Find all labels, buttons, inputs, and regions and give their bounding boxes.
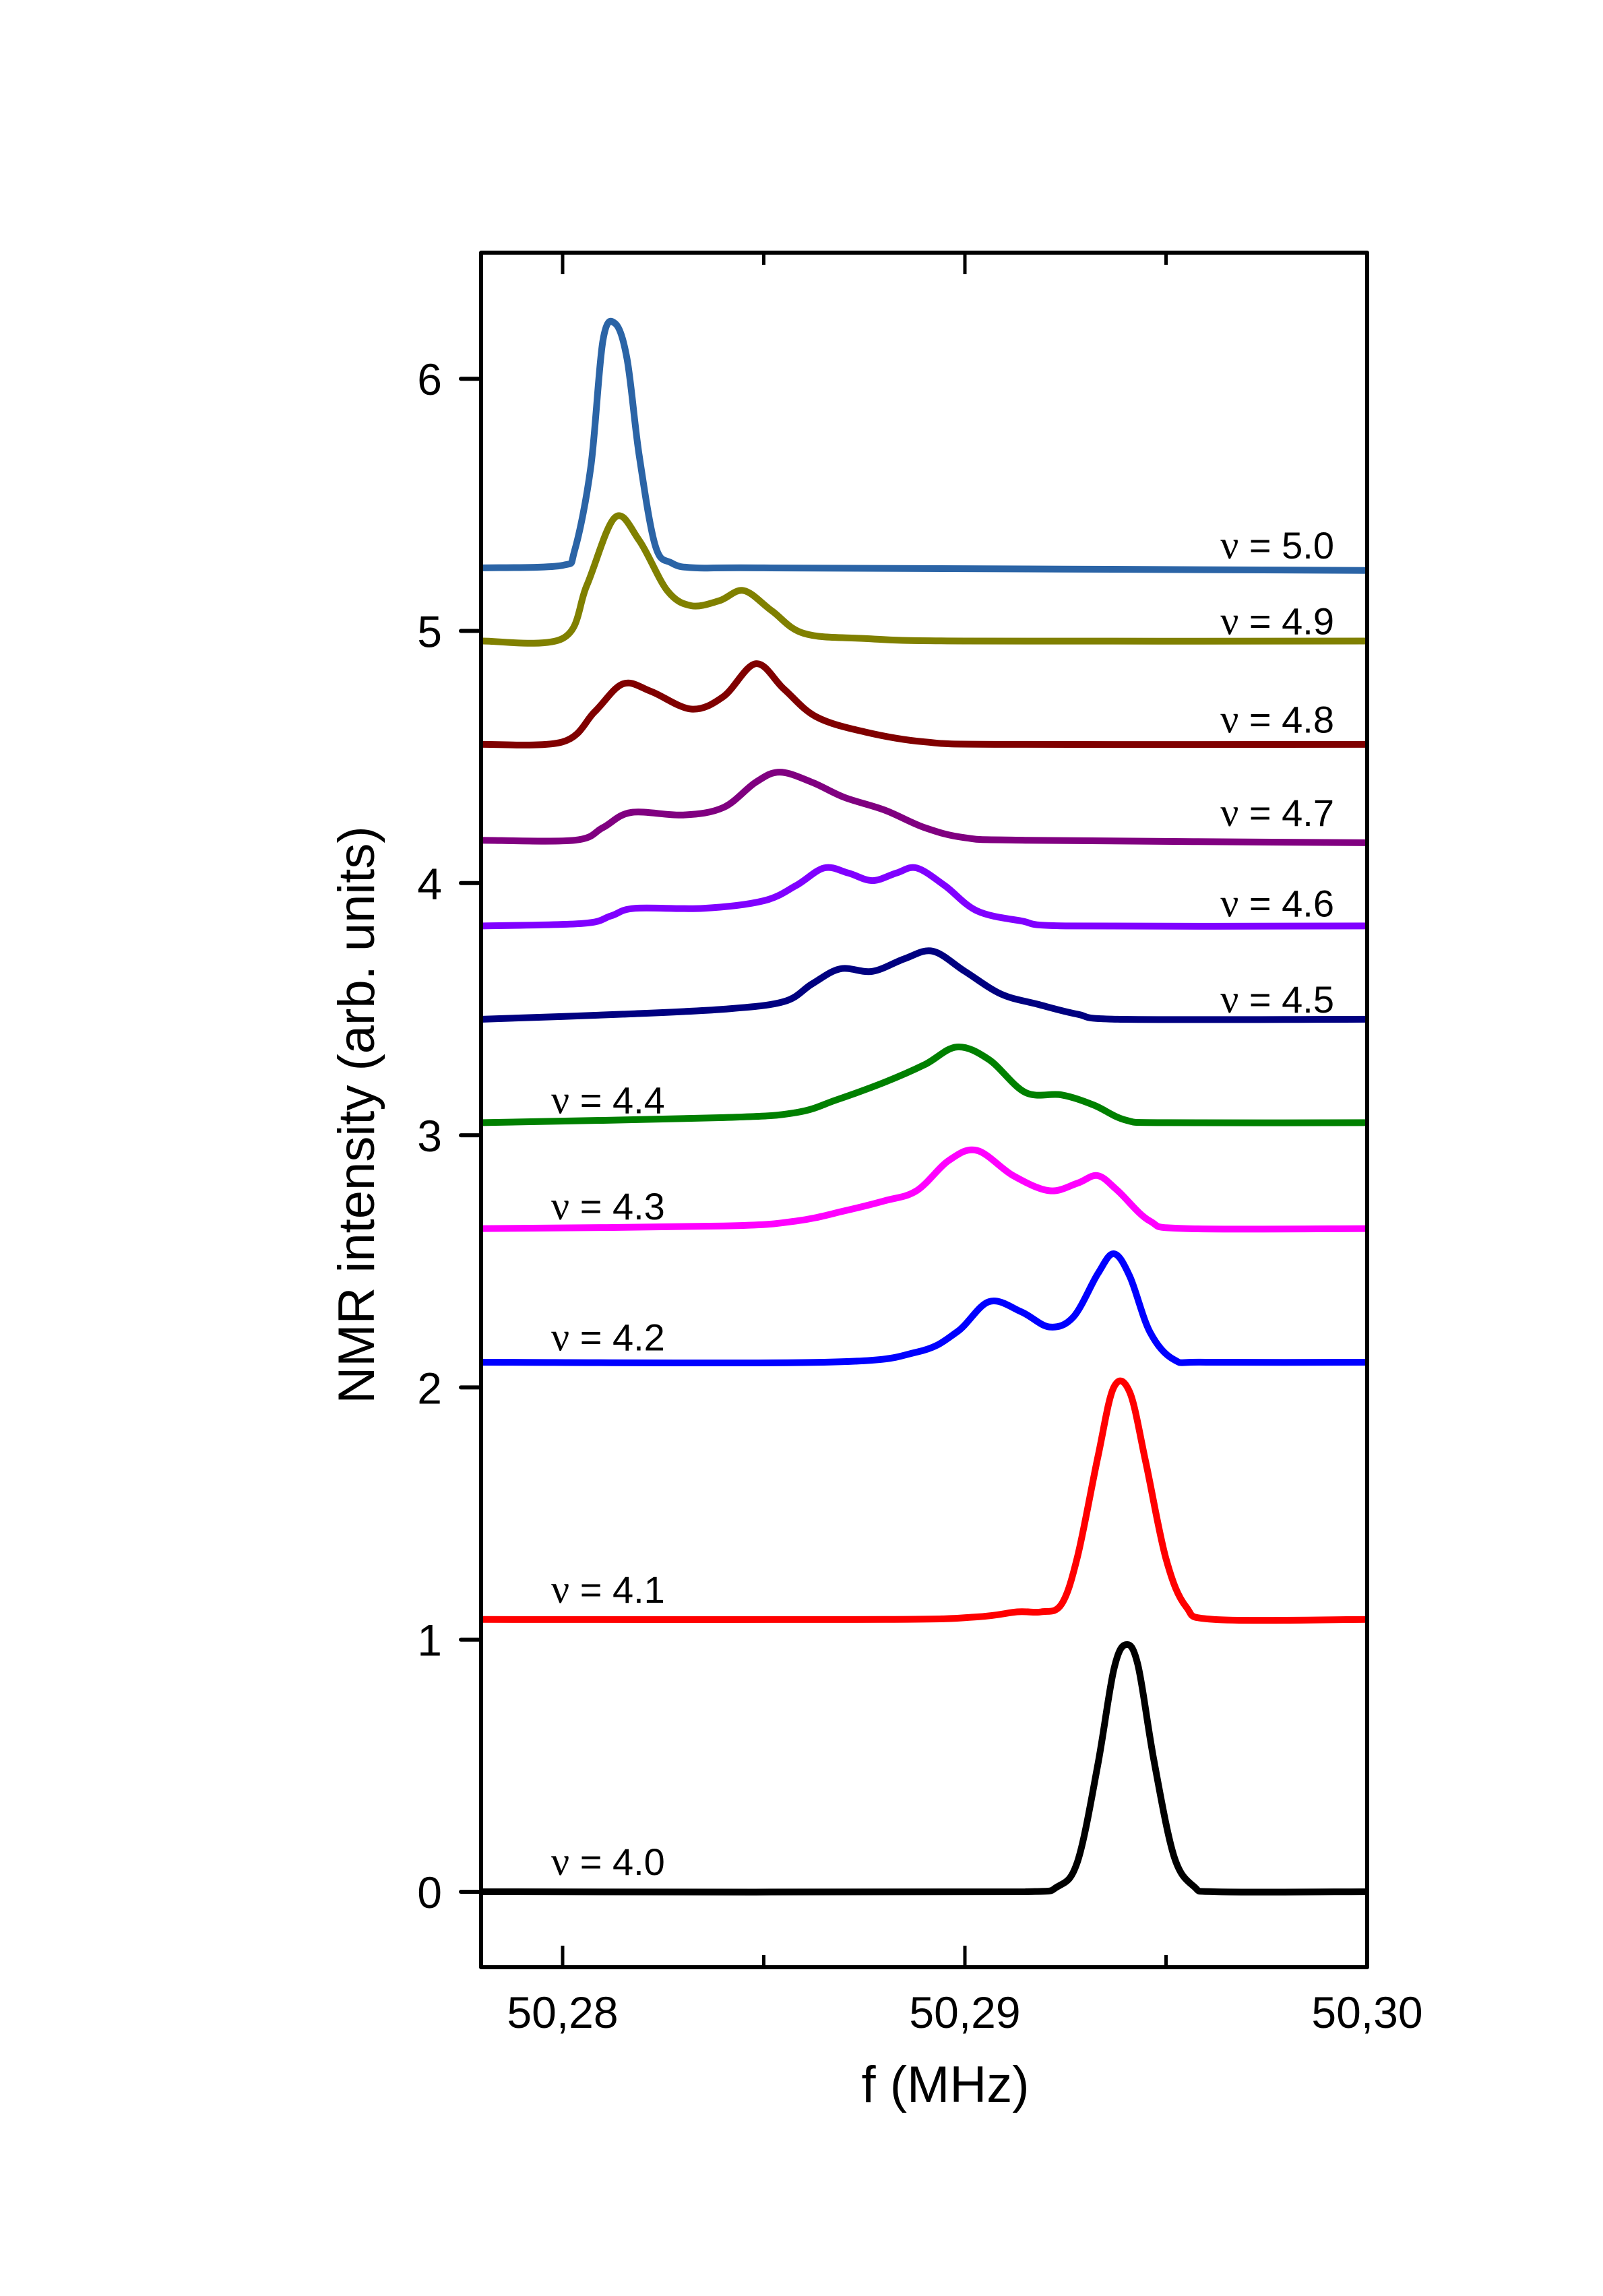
plot-border: [479, 251, 1369, 1969]
nu-symbol: ν: [1220, 977, 1238, 1021]
nu-symbol: ν: [551, 1567, 569, 1612]
series-line-43: [482, 1146, 1368, 1233]
nu-symbol: ν: [551, 1839, 569, 1884]
nu-symbol: ν: [1220, 697, 1238, 742]
x-tick-label: 50,28: [507, 1987, 618, 2037]
series-label-50: ν = 5.0: [1220, 523, 1334, 567]
series-label-48: ν = 4.8: [1220, 697, 1334, 742]
series-line-46: [482, 864, 1368, 930]
nu-symbol: ν: [1220, 881, 1238, 926]
nu-symbol: ν: [1220, 790, 1238, 835]
x-tick-label: 50,29: [909, 1987, 1020, 2037]
series-line-44: [482, 1044, 1368, 1126]
x-tick-label: 50,30: [1311, 1987, 1422, 2037]
nu-value: = 4.8: [1238, 699, 1334, 741]
nu-symbol: ν: [1220, 599, 1238, 643]
series-label-45: ν = 4.5: [1220, 977, 1334, 1021]
series-label-49: ν = 4.9: [1220, 599, 1334, 643]
nu-value: = 4.0: [569, 1841, 665, 1883]
y-tick-label: 4: [417, 859, 442, 909]
series-label-46: ν = 4.6: [1220, 881, 1334, 926]
series-line-45: [482, 947, 1368, 1023]
axis-ticks: 50,28 50,29 50,30 0 1 2 3 4 5 6: [417, 253, 1423, 2037]
nu-value: = 4.6: [1238, 883, 1334, 925]
series-labels: ν = 4.0ν = 4.1ν = 4.2ν = 4.3ν = 4.4ν = 4…: [551, 523, 1334, 1884]
series-label-47: ν = 4.7: [1220, 790, 1334, 835]
nu-value: = 4.4: [569, 1079, 665, 1122]
y-tick-label: 2: [417, 1363, 442, 1413]
nu-value: = 5.0: [1238, 524, 1334, 567]
series-line-41: [482, 1377, 1368, 1624]
x-axis-title: f (MHz): [861, 2056, 1029, 2113]
nu-value: = 4.5: [1238, 978, 1334, 1021]
nu-value: = 4.2: [569, 1316, 665, 1359]
series-layer: [482, 317, 1368, 1896]
nu-value: = 4.7: [1238, 792, 1334, 834]
plot-frame: [479, 251, 1369, 1969]
series-label-43: ν = 4.3: [551, 1184, 665, 1228]
y-tick-label: 6: [417, 354, 442, 404]
nu-value: = 4.3: [569, 1185, 665, 1227]
series-line-50: [482, 317, 1368, 574]
y-tick-label: 3: [417, 1111, 442, 1161]
series-line-40: [482, 1640, 1368, 1896]
nu-symbol: ν: [551, 1184, 569, 1228]
nu-symbol: ν: [1220, 523, 1238, 567]
series-line-48: [482, 660, 1368, 748]
nu-symbol: ν: [551, 1315, 569, 1360]
series-label-42: ν = 4.2: [551, 1315, 665, 1360]
series-label-40: ν = 4.0: [551, 1839, 665, 1884]
nu-value: = 4.1: [569, 1568, 665, 1611]
series-label-41: ν = 4.1: [551, 1567, 665, 1612]
series-line-42: [482, 1250, 1368, 1367]
y-tick-label: 5: [417, 607, 442, 657]
series-line-47: [482, 769, 1368, 846]
y-axis-title: NMR intensity (arb. units): [328, 826, 385, 1403]
nu-value: = 4.9: [1238, 600, 1334, 643]
y-tick-label: 0: [417, 1868, 442, 1917]
series-line-49: [482, 512, 1368, 647]
series-label-44: ν = 4.4: [551, 1078, 665, 1122]
y-tick-label: 1: [417, 1616, 442, 1665]
nu-symbol: ν: [551, 1078, 569, 1122]
